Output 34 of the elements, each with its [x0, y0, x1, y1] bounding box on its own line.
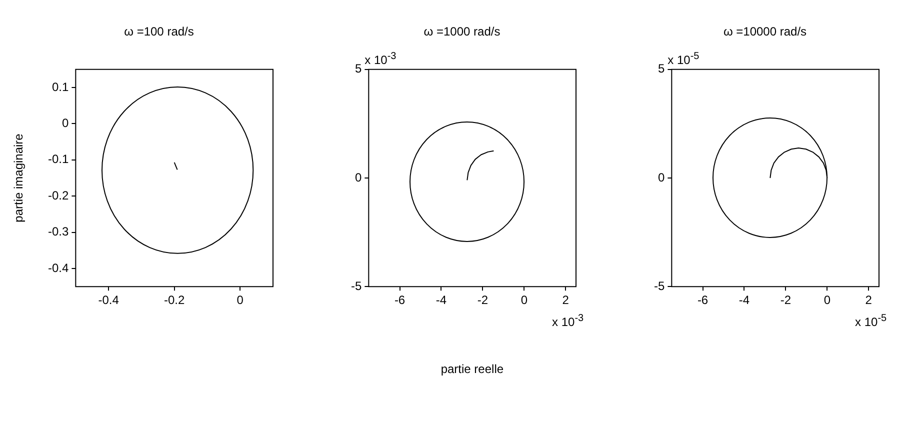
x-tick-label: 0	[520, 293, 528, 308]
x-tick-label: -6	[394, 293, 406, 308]
x-axis-title: partie reelle	[440, 362, 504, 376]
x-tick-label: -4	[436, 293, 447, 308]
y-tick-label: 0.1	[52, 80, 69, 94]
x-tick-label: 2	[562, 293, 570, 308]
y-tick-label: 0	[354, 170, 362, 184]
x-tick-label: 0	[824, 293, 831, 308]
chart-title: ω =100 rad/s	[124, 24, 194, 39]
y-tick-label: -0.4	[48, 260, 69, 275]
x-tick-label: -2	[780, 293, 792, 308]
y-tick-label: -0.1	[48, 152, 69, 166]
y-axis-title: partie imaginaire	[10, 134, 25, 222]
y-tick-label: -0.3	[48, 224, 69, 239]
text: x 10$^{-3}$	[364, 51, 396, 68]
y-tick-label: 5	[354, 62, 362, 76]
y-tick-label: 0	[658, 170, 665, 184]
x-tick-label: -6	[697, 293, 708, 308]
text: x 10$^{-5}$	[855, 312, 887, 329]
x-tick-label: -0.4	[98, 293, 120, 308]
x-tick-label: -2	[477, 293, 488, 308]
chart-title: ω =10000 rad/s	[723, 24, 807, 39]
x-tick-label: -4	[738, 293, 750, 308]
text: x 10$^{-5}$	[668, 51, 700, 68]
text: x 10$^{-3}$	[552, 312, 584, 329]
x-tick-label: -0.2	[164, 293, 185, 308]
x-tick-label: 0	[236, 293, 244, 308]
chart-title: ω =1000 rad/s	[424, 24, 500, 39]
y-tick-label: 0	[62, 116, 69, 130]
y-tick-label: -5	[654, 278, 665, 293]
x-tick-label: 2	[865, 293, 872, 308]
y-tick-label: -0.2	[48, 188, 69, 202]
y-tick-label: -5	[351, 278, 362, 293]
y-tick-label: 5	[658, 62, 665, 76]
